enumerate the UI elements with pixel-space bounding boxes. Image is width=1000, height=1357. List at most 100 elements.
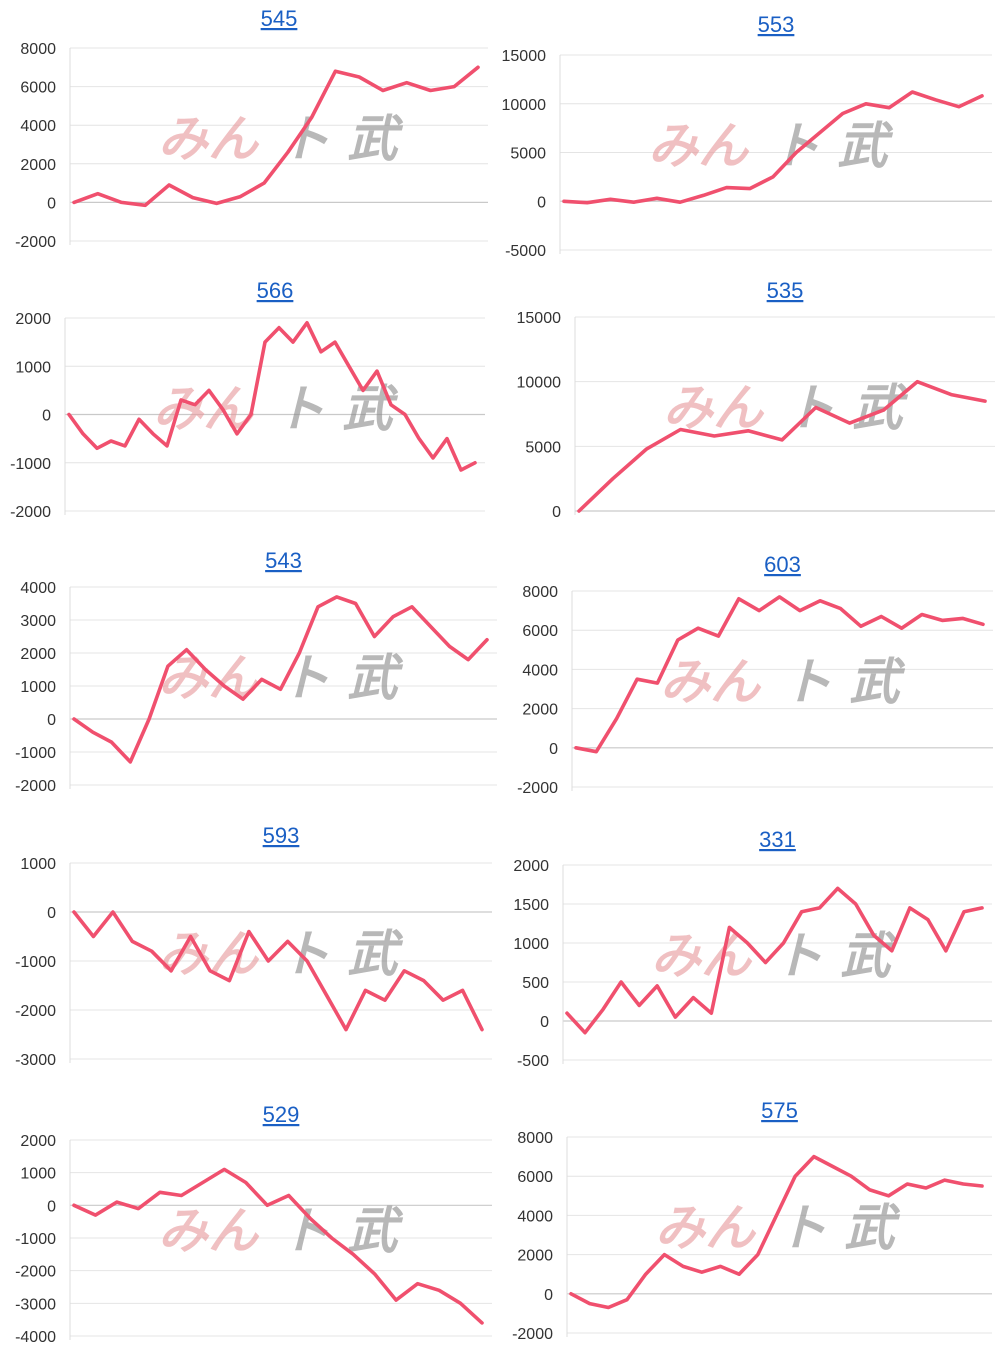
chart-panel: 331 2000 1500 1000 500 0 -500 みんト 武 [500,815,1000,1080]
y-tick-label: 4000 [20,580,56,597]
watermark-logo: みん [660,653,762,711]
chart-title-link[interactable]: 543 [265,548,302,573]
chart-title-link[interactable]: 535 [767,278,804,303]
y-tick-label: 0 [549,741,558,758]
y-tick-label: 2000 [20,1133,56,1150]
chart-panel: 575 8000 6000 4000 2000 0 -2000 みんト 武 [500,1090,1000,1355]
watermark-logo: みん [158,110,260,168]
series-line [562,90,984,205]
y-tick-label: 10000 [502,97,547,114]
watermark-logo: ト 武 [280,110,403,168]
y-tick-label: 1000 [15,359,51,376]
y-tick-label: 1000 [20,856,56,873]
chart-panel: 535 15000 10000 5000 0 みんト 武 [500,270,1000,535]
line-chart: 535 15000 10000 5000 0 みんト 武 [517,278,995,521]
y-tick-label: 0 [552,504,561,521]
chart-panel: 553 15000 10000 5000 0 -5000 みんト 武 [500,0,1000,265]
chart-title-link[interactable]: 529 [263,1102,300,1127]
chart-panel: 566 2000 1000 0 -1000 -2000 みんト 武 [0,270,500,535]
y-tick-label: 1000 [513,936,549,953]
y-tick-label: 0 [544,1287,553,1304]
line-chart: 553 15000 10000 5000 0 -5000 みんト 武 [502,12,992,260]
watermark-logo: ト 武 [785,379,908,437]
y-tick-label: 15000 [502,48,547,65]
y-tick-label: 2000 [513,858,549,875]
line-chart: 566 2000 1000 0 -1000 -2000 みんト 武 [10,278,485,521]
y-tick-label: 0 [47,712,56,729]
chart-panel: 603 8000 6000 4000 2000 0 -2000 みんト 武 [500,540,1000,805]
series-line [565,886,984,1035]
chart-title-link[interactable]: 566 [257,278,294,303]
series-line [574,595,985,754]
y-tick-label: 3000 [20,613,56,630]
watermark-logo: みん [153,380,255,438]
y-tick-label: -1000 [15,954,56,971]
y-tick-label: 2000 [522,702,558,719]
watermark-logo: ト 武 [275,380,398,438]
y-tick-label: -1000 [10,456,51,473]
series-line [577,379,987,513]
line-chart: 331 2000 1500 1000 500 0 -500 みんト 武 [513,827,992,1070]
y-tick-label: -2000 [512,1326,553,1343]
y-tick-label: 0 [537,194,546,211]
y-tick-label: -5000 [505,243,546,260]
chart-title-link[interactable]: 331 [759,827,796,852]
chart-panel: 545 8000 6000 4000 2000 0 -2000 みんト 武 [0,0,500,265]
y-tick-label: 1000 [20,1166,56,1183]
line-chart: 54340003000200010000-1000-2000みんト 武 [15,548,497,795]
chart-title-link[interactable]: 545 [261,6,298,31]
y-tick-label: 4000 [522,662,558,679]
y-tick-label: 2000 [517,1248,553,1265]
series-line [72,910,484,1032]
y-tick-label: -2000 [10,504,51,521]
y-tick-label: -2000 [15,234,56,251]
y-tick-label: -2000 [15,778,56,795]
y-tick-label: 5000 [525,439,561,456]
y-tick-label: 8000 [20,41,56,58]
line-chart: 575 8000 6000 4000 2000 0 -2000 みんト 武 [512,1098,992,1343]
y-tick-label: 5000 [510,146,546,163]
y-tick-label: -4000 [15,1329,56,1346]
chart-title-link[interactable]: 593 [263,823,300,848]
series-line [72,1167,484,1325]
y-tick-label: 500 [522,975,549,992]
y-tick-label: -1000 [15,1231,56,1248]
chart-title-link[interactable]: 575 [761,1098,798,1123]
y-tick-label: 1500 [513,897,549,914]
chart-title-link[interactable]: 553 [758,12,795,37]
chart-panel: 543 4000 3000 2000 1000 0 -1000 -2000 みんト 武 [0,540,500,805]
y-tick-label: 0 [47,1198,56,1215]
watermark-logo: ト 武 [782,653,905,711]
watermark-logo: みん [663,379,765,437]
watermark-logo: ト 武 [773,927,896,985]
watermark-logo: みん [158,1202,260,1260]
line-chart: 529 2000 1000 0 -1000 -2000 -3000 -4000 みんト 武 [15,1102,492,1346]
watermark-logo: ト 武 [770,117,893,175]
chart-panel: 529 2000 1000 0 -1000 -2000 -3000 -4000 みんト 武 [0,1090,500,1355]
watermark-logo: みん [648,117,750,175]
y-tick-label: 6000 [20,80,56,97]
y-tick-label: -2000 [517,780,558,797]
y-tick-label: 15000 [517,310,562,327]
y-tick-label: -1000 [15,745,56,762]
y-tick-label: 0 [47,905,56,922]
y-tick-label: -3000 [15,1296,56,1313]
y-tick-label: 2000 [20,157,56,174]
watermark-logo: みん [651,927,753,985]
series-line [72,65,480,208]
watermark-logo: みん [655,1199,757,1257]
watermark-logo: ト 武 [280,1202,403,1260]
series-line [67,321,477,472]
line-chart: 545 8000 6000 4000 2000 0 -2000 みんト 武 [15,6,488,251]
series-line [72,595,489,764]
chart-panel: 593 1000 0 -1000 -2000 -3000 みんト 武 [0,815,500,1080]
chart-title-link[interactable]: 603 [764,552,801,577]
y-tick-label: -500 [517,1053,549,1070]
y-tick-label: 4000 [517,1208,553,1225]
watermark-logo: ト 武 [777,1199,900,1257]
y-tick-label: 6000 [522,623,558,640]
y-tick-label: 0 [47,195,56,212]
y-tick-label: 8000 [522,584,558,601]
y-tick-label: 10000 [517,375,562,392]
